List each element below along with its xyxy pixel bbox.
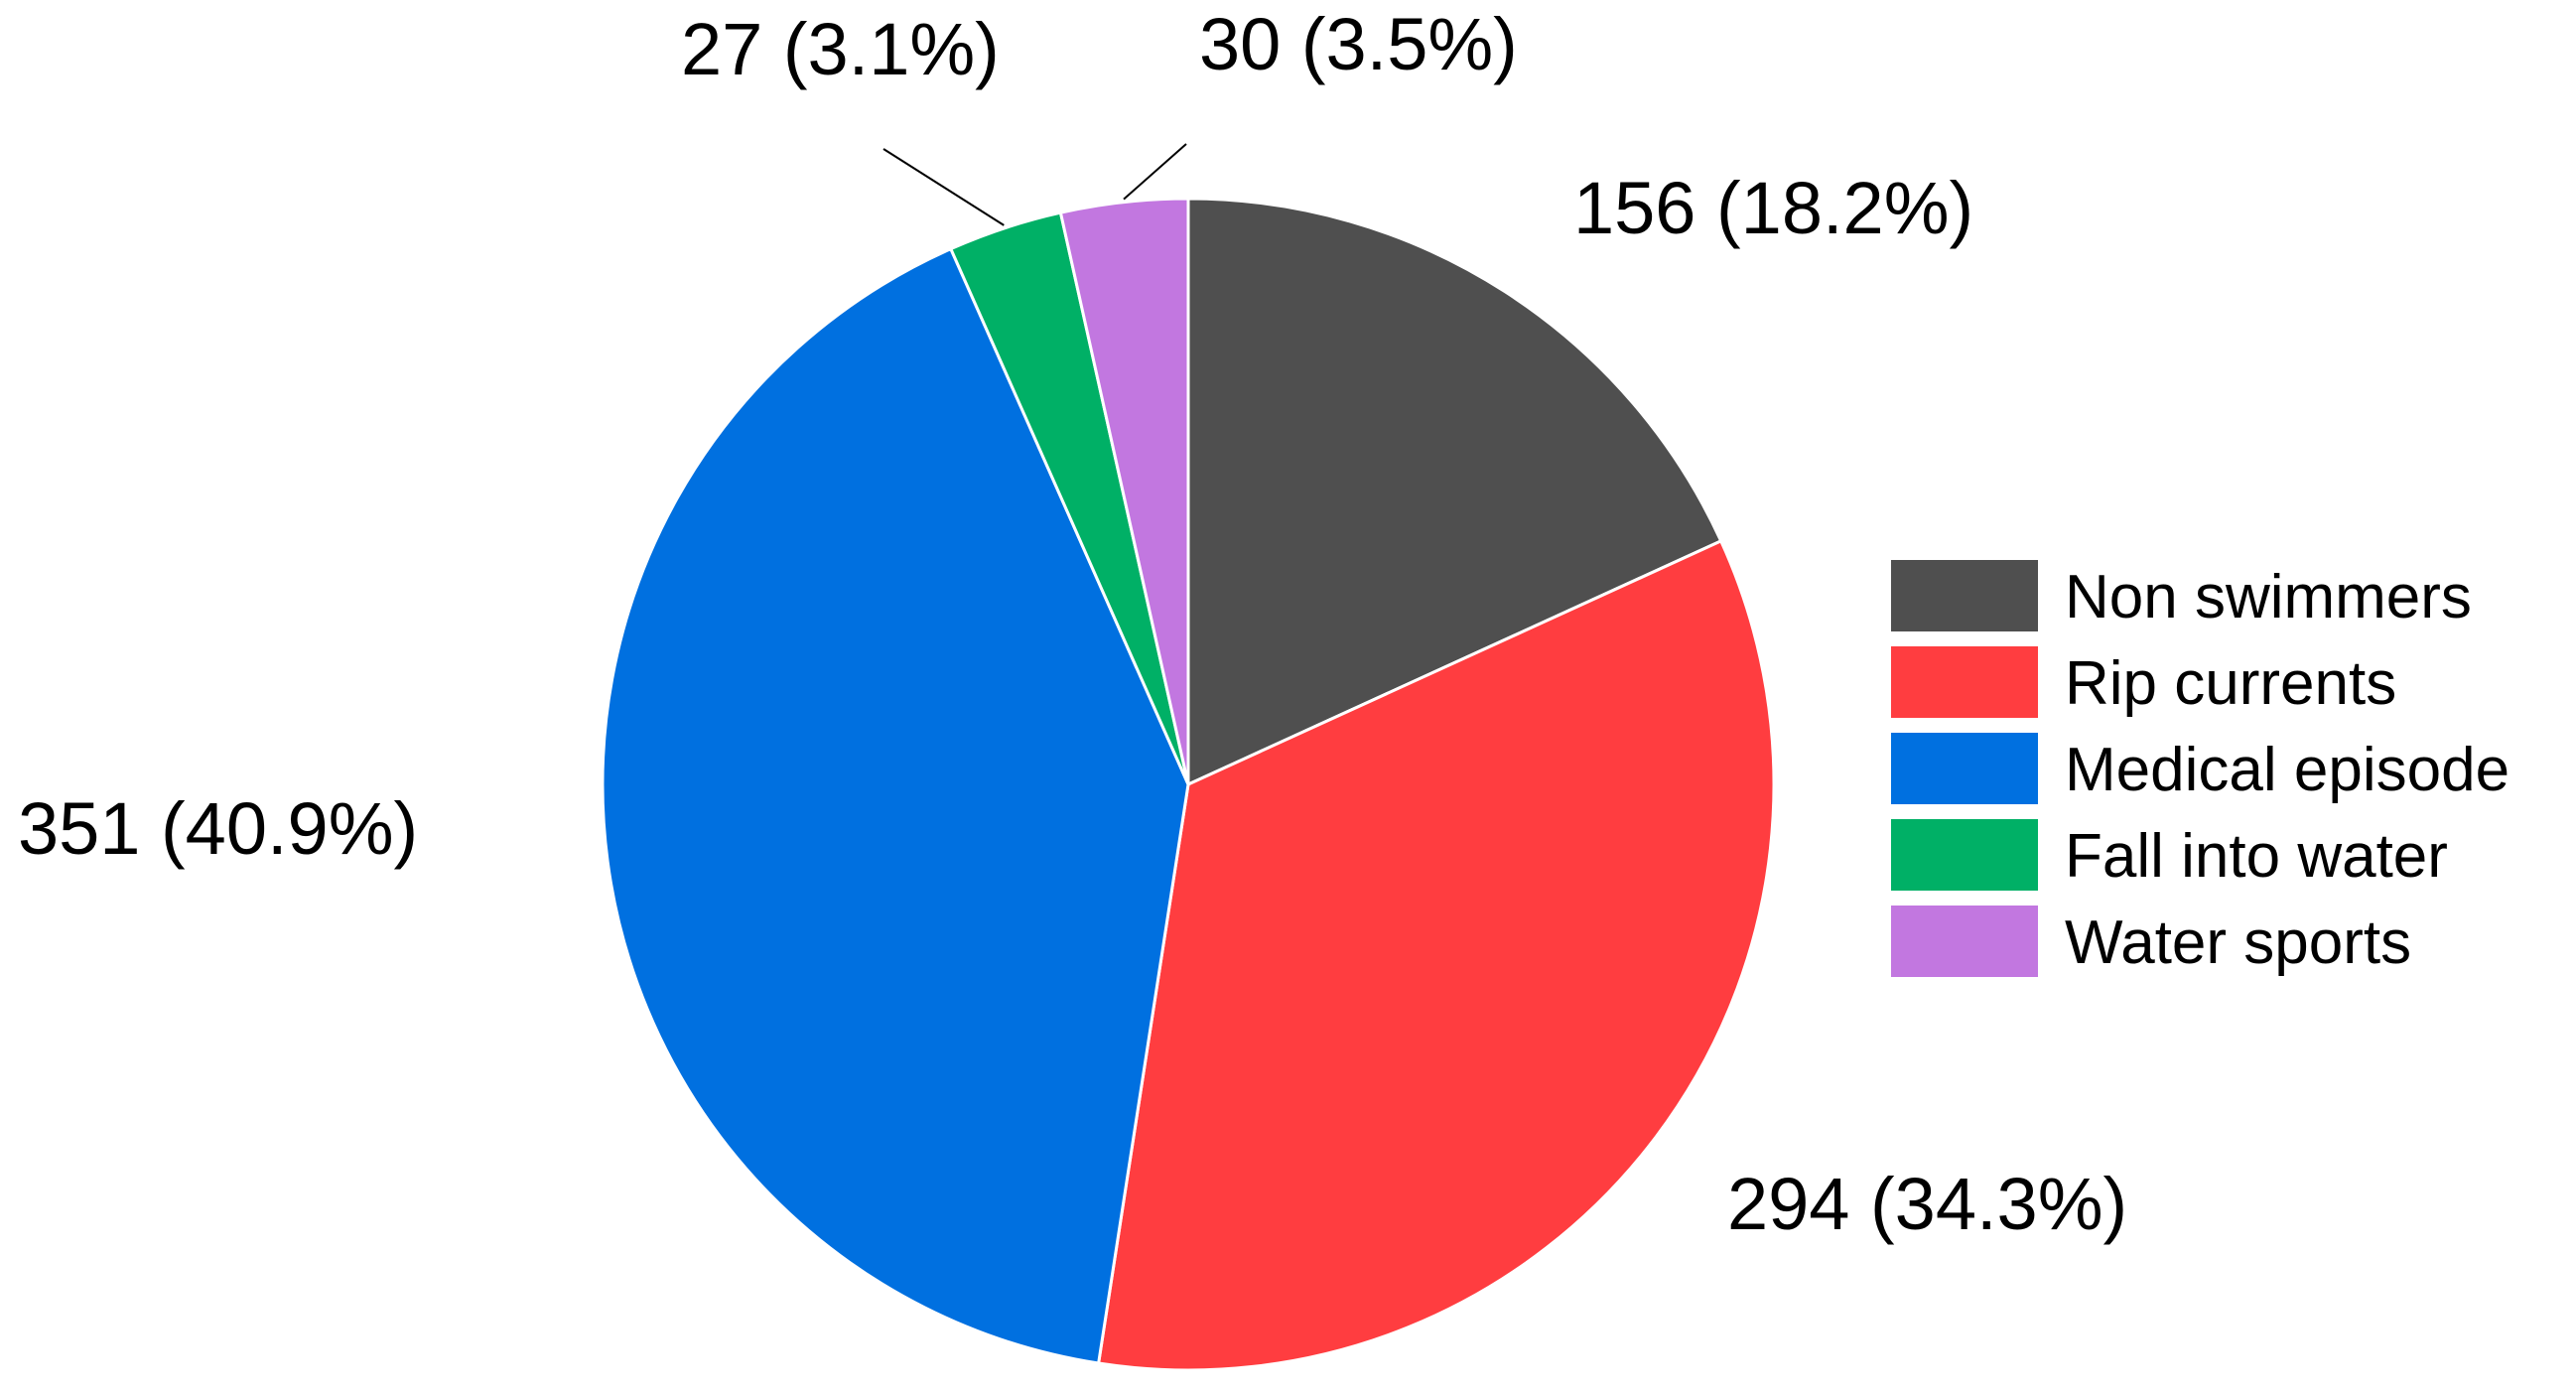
legend-label-medical-episode: Medical episode (2065, 736, 2509, 804)
pie-slice-rip-currents (1096, 538, 1776, 1372)
legend-label-rip-currents: Rip currents (2065, 649, 2396, 718)
pie-slice-non-swimmers (1186, 197, 1723, 787)
leader-lines (882, 143, 1187, 226)
legend-swatch-non-swimmers (1891, 560, 2038, 631)
data-label-fall-into-water: 27 (3.1%) (681, 8, 1000, 90)
legend-label-non-swimmers: Non swimmers (2065, 563, 2472, 631)
pie-slices (601, 197, 1776, 1372)
leader-line-water-sports (1123, 143, 1187, 201)
legend-label-fall-into-water: Fall into water (2065, 822, 2448, 891)
legend-swatch-fall-into-water (1891, 819, 2038, 891)
legend-swatch-rip-currents (1891, 646, 2038, 718)
legend: Non swimmers Rip currents Medical episode F… (1891, 560, 2509, 977)
legend-swatch-water-sports (1891, 906, 2038, 977)
data-label-rip-currents: 294 (34.3%) (1727, 1163, 2127, 1245)
legend-swatch-medical-episode (1891, 733, 2038, 804)
data-labels: 156 (18.2%) 294 (34.3%) 351 (40.9%) 27 (3.1… (18, 3, 2127, 1245)
pie-slice-medical-episode (601, 246, 1190, 1365)
legend-label-water-sports: Water sports (2065, 908, 2411, 977)
data-label-non-swimmers: 156 (18.2%) (1573, 167, 1973, 249)
pie-slice-water-sports (1058, 197, 1190, 785)
data-label-medical-episode: 351 (40.9%) (18, 787, 418, 870)
data-label-water-sports: 30 (3.5%) (1199, 3, 1518, 85)
leader-line-fall-into-water (882, 148, 1005, 226)
